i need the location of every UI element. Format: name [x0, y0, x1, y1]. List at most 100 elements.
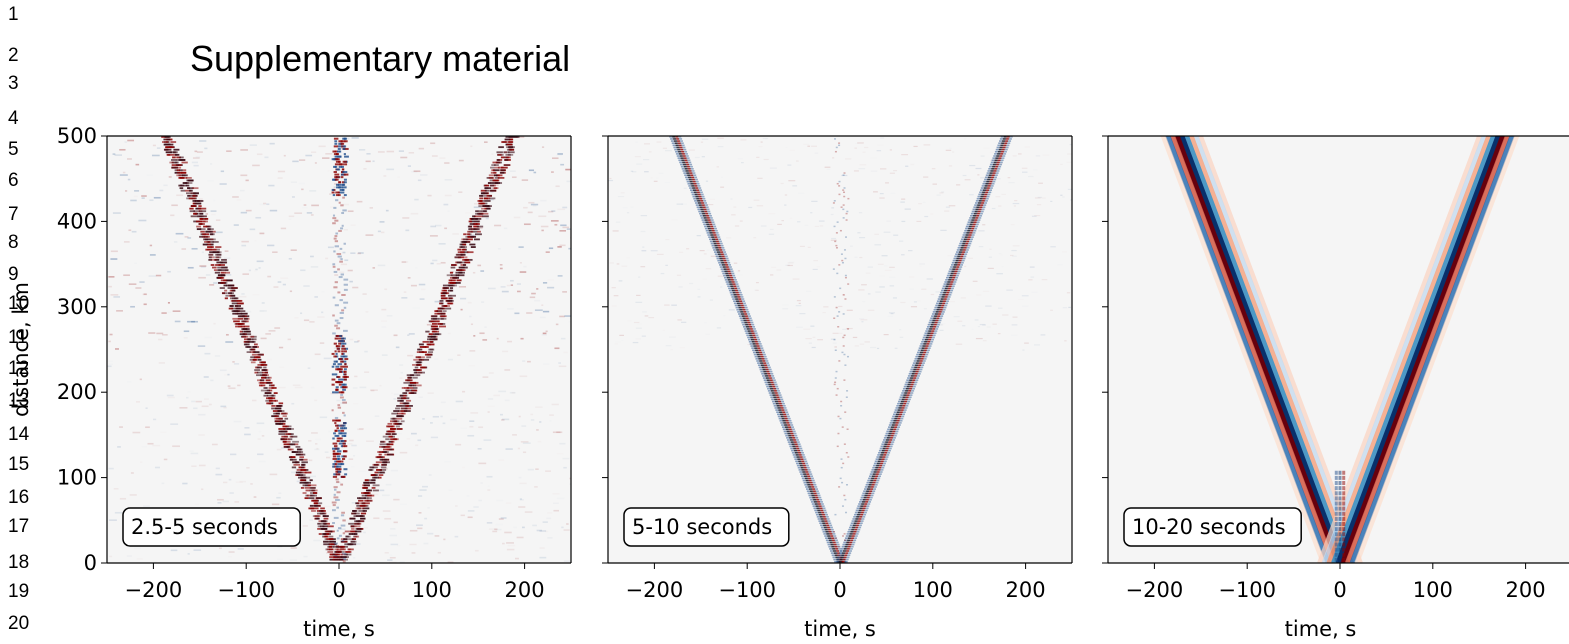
moveout-mark	[441, 289, 446, 292]
noise-mark	[203, 376, 209, 378]
moveout-mark	[964, 253, 968, 256]
noise-mark	[220, 405, 227, 408]
moveout-mark	[942, 285, 946, 288]
moveout-mark	[942, 293, 946, 296]
noise-mark	[240, 174, 248, 177]
moveout-mark	[389, 448, 393, 451]
noise-mark	[223, 257, 231, 259]
moveout-mark	[823, 533, 827, 535]
noise-mark	[969, 164, 976, 167]
moveout-mark	[892, 437, 896, 439]
moveout-mark	[322, 515, 329, 517]
noise-mark	[179, 407, 188, 409]
moveout-mark	[358, 510, 366, 512]
noise-mark	[1006, 289, 1013, 291]
moveout-mark	[266, 381, 271, 384]
moveout-mark	[731, 281, 735, 283]
moveout-mark	[292, 440, 299, 443]
moveout-mark	[818, 496, 822, 499]
zero-lag-mark	[1334, 491, 1338, 496]
noise-mark	[813, 260, 819, 262]
moveout-mark	[717, 253, 721, 256]
moveout-mark	[694, 176, 698, 179]
moveout-mark	[993, 178, 997, 181]
noise-mark	[309, 475, 316, 478]
moveout-mark	[360, 517, 366, 520]
zero-lag-mark	[834, 349, 837, 351]
noise-mark	[303, 555, 308, 558]
moveout-mark	[984, 200, 988, 202]
noise-mark	[528, 201, 535, 204]
zero-lag-mark	[332, 437, 335, 440]
moveout-mark	[319, 510, 324, 512]
moveout-mark	[757, 362, 761, 364]
moveout-mark	[732, 298, 736, 300]
noise-mark	[552, 431, 561, 434]
noise-mark	[501, 419, 505, 421]
moveout-mark	[264, 387, 268, 389]
zero-lag-mark	[342, 422, 347, 425]
noise-mark	[499, 264, 503, 266]
noise-mark	[962, 174, 967, 177]
noise-mark	[699, 250, 705, 252]
moveout-mark	[927, 332, 931, 335]
zero-lag-mark	[1334, 486, 1338, 491]
moveout-mark	[483, 205, 490, 207]
moveout-mark	[447, 289, 452, 292]
noise-mark	[147, 442, 154, 445]
moveout-mark	[867, 494, 871, 497]
moveout-mark	[725, 281, 729, 283]
noise-mark	[289, 290, 293, 293]
noise-mark	[384, 517, 392, 520]
moveout-mark	[278, 428, 286, 430]
moveout-mark	[257, 353, 264, 356]
moveout-mark	[471, 217, 478, 220]
moveout-mark	[882, 447, 886, 450]
moveout-mark	[780, 422, 784, 424]
moveout-mark	[387, 422, 393, 425]
moveout-mark	[477, 210, 483, 213]
noise-mark	[930, 293, 935, 296]
noise-mark	[948, 205, 956, 207]
moveout-mark	[677, 148, 681, 151]
moveout-mark	[444, 305, 450, 307]
moveout-mark	[865, 507, 869, 510]
moveout-mark	[242, 335, 249, 338]
noise-mark	[319, 416, 328, 419]
moveout-mark	[853, 516, 857, 518]
moveout-mark	[188, 197, 193, 200]
moveout-mark	[1004, 142, 1008, 145]
moveout-mark	[196, 225, 201, 228]
noise-mark	[487, 398, 494, 400]
moveout-mark	[192, 200, 197, 202]
moveout-mark	[218, 269, 226, 272]
noise-mark	[910, 289, 914, 290]
moveout-mark	[904, 398, 908, 401]
zero-lag-mark	[331, 378, 336, 381]
noise-mark	[478, 214, 483, 216]
moveout-mark	[975, 223, 979, 226]
moveout-mark	[340, 556, 347, 558]
moveout-mark	[988, 182, 992, 185]
moveout-mark	[180, 189, 186, 192]
moveout-mark	[1000, 136, 1004, 138]
moveout-mark	[295, 461, 300, 464]
noise-mark	[978, 246, 984, 248]
zero-lag-mark	[338, 419, 342, 422]
moveout-mark	[381, 461, 387, 464]
moveout-mark	[694, 193, 698, 196]
noise-mark	[1018, 153, 1022, 155]
moveout-mark	[812, 488, 815, 490]
noise-mark	[207, 180, 214, 182]
noise-mark	[365, 311, 368, 313]
moveout-mark	[823, 518, 827, 520]
moveout-mark	[249, 335, 255, 338]
noise-mark	[418, 511, 422, 514]
moveout-mark	[906, 402, 910, 405]
moveout-mark	[810, 501, 814, 503]
moveout-mark	[806, 466, 810, 469]
moveout-mark	[877, 454, 881, 456]
moveout-mark	[812, 496, 816, 499]
noise-mark	[862, 152, 865, 153]
noise-mark	[354, 375, 358, 378]
